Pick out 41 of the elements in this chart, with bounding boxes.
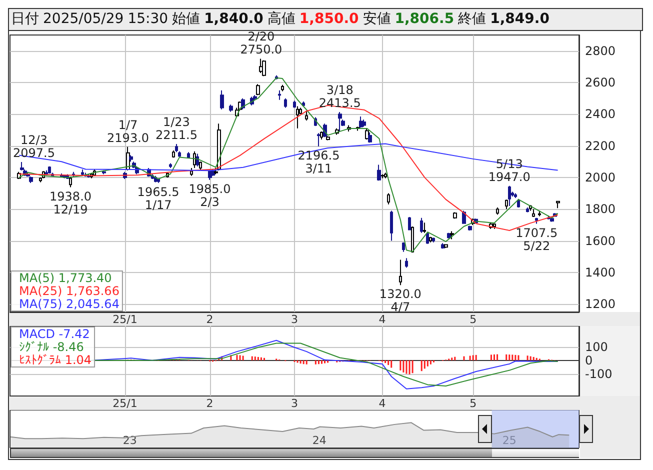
x-tick-label: 5 [470, 397, 477, 410]
y-tick-label: 1800 [585, 202, 616, 216]
annotation: 1938.0 12/19 [50, 189, 92, 216]
annotation: 1965.5 1/17 [137, 184, 180, 212]
annotation: 1707.5 5/22 [516, 226, 558, 253]
x-tick-label: 25/1 [112, 313, 138, 326]
annotation: 1/23 2211.5 [155, 114, 198, 142]
y-tick-label: 1400 [585, 265, 616, 280]
y-tick-label: 100 [585, 340, 608, 354]
y-tick-label: 2800 [585, 44, 616, 58]
x-tick-label: 2 [206, 313, 214, 326]
x-tick-label: 4 [378, 313, 386, 326]
x-tick-label: 24 [312, 434, 326, 447]
y-tick-label: 2600 [585, 75, 616, 90]
y-tick-label: 1600 [585, 234, 616, 248]
x-tick-label: 3 [291, 397, 298, 410]
y-tick-label: 1200 [585, 297, 616, 312]
y-tick-label: -100 [585, 366, 612, 381]
text: MA(25) 1,763.66 [19, 284, 120, 298]
y-tick-label: 2000 [585, 170, 616, 184]
x-tick-label: 4 [378, 397, 386, 410]
text: MA(5) 1,773.40 [19, 271, 112, 285]
series-label: MACD -7.42 [19, 327, 90, 341]
x-tick-label: 25/1 [112, 397, 138, 410]
x-tick-label: 2 [206, 397, 214, 410]
series-label: ｼｸﾞﾅﾙ -8.46 [19, 340, 84, 354]
text: MA(75) 2,045.64 [19, 297, 120, 311]
annotation: 1/7 2193.0 [107, 118, 150, 145]
y-tick-label: 2200 [585, 138, 616, 153]
annotation: 1320.0 4/7 [379, 287, 422, 314]
annotation: 1985.0 2/3 [188, 182, 231, 209]
x-tick-label: 25 [502, 434, 516, 447]
x-tick-label: 3 [291, 313, 298, 326]
x-tick-label: 5 [470, 313, 477, 326]
annotation: 3/18 2413.5 [318, 83, 361, 110]
y-tick-label: 0 [585, 353, 593, 368]
annotation: 12/3 2097.5 [13, 133, 55, 160]
series-label: ﾋｽﾄｸﾞﾗﾑ 1.04 [19, 353, 92, 367]
y-tick-label: 2400 [585, 107, 616, 122]
chart-title: 日付 2025/05/29 15:30 始値 1,840.0 高値 1,850.0 安値 1,806.5 終値 1,849.0 [11, 11, 550, 27]
annotation: 2196.5 3/11 [298, 148, 340, 176]
